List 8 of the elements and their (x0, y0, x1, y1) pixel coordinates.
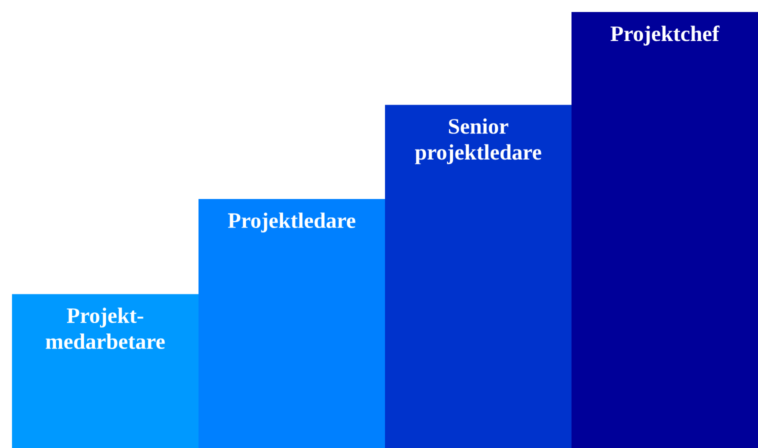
x-tick-label: Projektledare (228, 212, 356, 232)
bar (12, 294, 198, 448)
x-tick-label: Projekt-medarbetare (46, 308, 165, 349)
bar (385, 104, 572, 448)
x-tick-label: Projektchef (610, 26, 720, 46)
x-tick-label: Senior projektledare (415, 118, 542, 164)
bar (572, 12, 758, 448)
bar (198, 199, 385, 448)
